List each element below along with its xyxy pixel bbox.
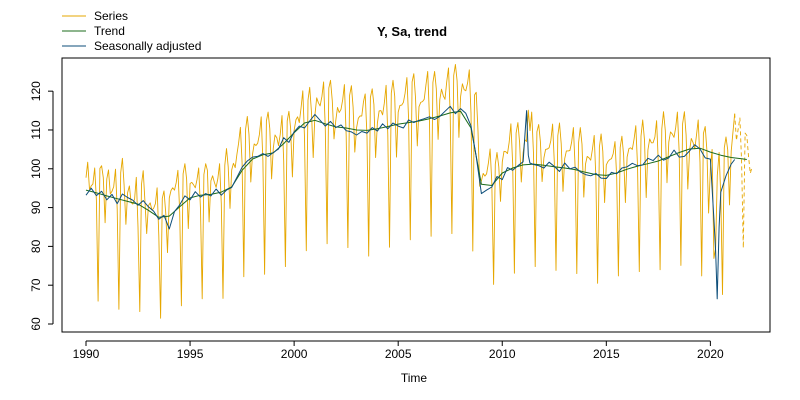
legend-label-seasonally-adjusted: Seasonally adjusted [94, 39, 201, 53]
x-axis-title: Time [401, 371, 428, 385]
series-layer [85, 63, 753, 319]
x-tick-label: 2000 [281, 347, 308, 361]
y-tick-label: 110 [29, 120, 43, 139]
x-axis: 1990 1995 2000 2005 2010 2015 2020 [73, 340, 724, 361]
plot-frame [61, 57, 771, 333]
y-tick-label: 80 [29, 239, 43, 253]
y-tick-label: 90 [29, 201, 43, 215]
series-line-series [85, 63, 736, 319]
x-tick-label: 1995 [177, 347, 204, 361]
y-tick-label: 70 [29, 278, 43, 292]
chart-title: Y, Sa, trend [377, 24, 447, 39]
x-tick-label: 2005 [385, 347, 412, 361]
series-line-series-forecast [734, 113, 753, 249]
x-tick-label: 1990 [73, 347, 100, 361]
plot-area [61, 57, 771, 333]
legend-label-series: Series [94, 9, 128, 23]
y-tick-label: 60 [29, 317, 43, 331]
y-tick-label: 120 [29, 81, 43, 101]
x-tick-label: 2010 [489, 347, 516, 361]
series-line-seasonally-adjusted [85, 105, 736, 300]
x-tick-label: 2015 [593, 347, 620, 361]
x-tick-label: 2020 [697, 347, 724, 361]
legend-label-trend: Trend [94, 24, 125, 38]
y-tick-label: 100 [29, 158, 43, 178]
y-axis: 60 70 80 90 100 110 120 [29, 81, 54, 331]
